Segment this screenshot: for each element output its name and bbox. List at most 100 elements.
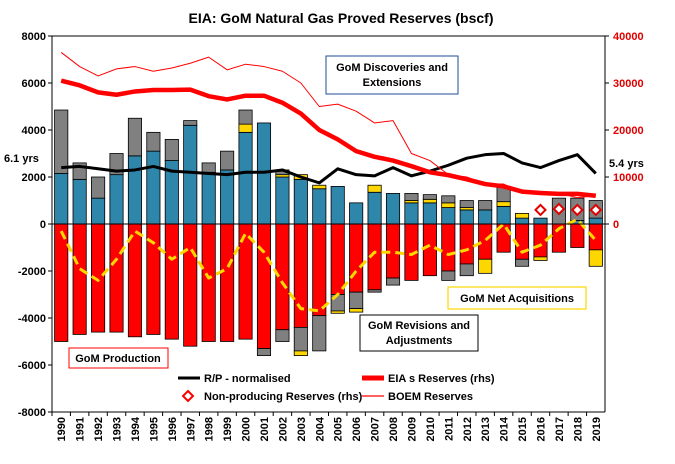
bar-gom-production-1999 xyxy=(220,223,235,342)
legend-layer: R/P - normalised EIA s Reserves (rhs) Non-… xyxy=(172,368,532,405)
bar-gom-production-1997 xyxy=(183,223,198,347)
x-tick-label: 1991 xyxy=(75,417,87,441)
annotation-box-revisions xyxy=(359,314,479,352)
annotation-box-acquisitions xyxy=(447,286,587,310)
x-tick-label: 1990 xyxy=(56,417,68,441)
bar-gom-net-acquisitions-2015 xyxy=(515,213,530,219)
legend-label: R/P - normalised xyxy=(204,373,291,385)
bar-gom-production-1994 xyxy=(127,223,142,338)
axes-layer: -8000 -6000 -4000 -2000 0 2000 4000 6000 8000 0 10… xyxy=(18,31,644,441)
bar-gom-production-2003 xyxy=(293,223,308,328)
annotation-left-yrs: 6.1 yrs xyxy=(4,153,39,165)
x-tick-label: 2008 xyxy=(388,417,400,441)
bar-upward-revisions-1996 xyxy=(164,138,179,161)
left-tick-label: 2000 xyxy=(22,172,46,184)
bar-gom-discoveries-and-extensions-1995 xyxy=(146,150,161,225)
x-tick-label: 2000 xyxy=(241,417,253,441)
line-boem-reserves xyxy=(60,52,596,199)
bar-upward-revisions-1990 xyxy=(54,109,69,174)
bar-gom-net-acquisitions-2014 xyxy=(496,201,511,207)
annotation-revisions-line2: Adjustments xyxy=(386,335,453,347)
marker-non-producing-2018 xyxy=(570,203,584,217)
left-tick-label: 0 xyxy=(40,219,46,231)
bar-gom-discoveries-and-extensions-2015 xyxy=(515,217,530,225)
bar-gom-revisions-and-adjustments-2008 xyxy=(385,277,401,286)
x-tick-label: 2010 xyxy=(425,417,437,441)
bar-gom-discoveries-and-extensions-2006 xyxy=(349,202,364,225)
annotation-box-production xyxy=(68,347,169,369)
x-tick-label: 2018 xyxy=(572,417,584,441)
bar-gom-discoveries-and-extensions-1990 xyxy=(54,173,69,225)
bar-upward-revisions-1997 xyxy=(183,120,198,126)
bar-gom-discoveries-and-extensions-2000 xyxy=(238,131,253,225)
bars-layer xyxy=(54,109,603,356)
chart-title: EIA: GoM Natural Gas Proved Reserves (bs… xyxy=(189,10,494,26)
legend-background xyxy=(172,368,532,405)
right-tick-label: 0 xyxy=(613,219,619,231)
bar-negative-net-acquisitions-2019 xyxy=(588,249,603,267)
x-tick-label: 2014 xyxy=(499,416,511,441)
bar-gom-production-2011 xyxy=(441,223,456,272)
x-tick-label: 2012 xyxy=(462,417,474,441)
bar-gom-discoveries-and-extensions-2009 xyxy=(404,202,419,225)
bar-upward-revisions-1994 xyxy=(127,117,142,157)
bar-gom-production-2018 xyxy=(570,223,585,248)
x-tick-label: 2019 xyxy=(591,417,603,441)
x-tick-label: 1995 xyxy=(148,417,160,441)
bar-gom-revisions-and-adjustments-2006 xyxy=(349,291,364,309)
legend-swatch xyxy=(181,389,195,403)
x-tick-label: 2017 xyxy=(554,417,566,441)
bar-gom-revisions-and-adjustments-2015 xyxy=(515,258,530,267)
annotation-revisions-line1: GoM Revisions and xyxy=(368,320,470,332)
bar-gom-discoveries-and-extensions-1991 xyxy=(72,178,87,225)
bar-gom-production-2006 xyxy=(349,223,364,293)
bar-gom-revisions-and-adjustments-2007 xyxy=(367,289,382,293)
x-tick-label: 2011 xyxy=(443,417,455,441)
bar-gom-net-acquisitions-2011 xyxy=(441,202,456,208)
right-tick-label: 20000 xyxy=(613,125,644,137)
left-tick-label: 6000 xyxy=(22,78,46,90)
x-tick-label: 2003 xyxy=(296,417,308,441)
x-tick-label: 2015 xyxy=(517,417,529,441)
left-tick-label: -8000 xyxy=(18,407,46,419)
right-tick-label: 10000 xyxy=(613,172,644,184)
bar-gom-discoveries-and-extensions-2003 xyxy=(293,178,308,225)
bar-negative-net-acquisitions-2016 xyxy=(533,256,548,261)
line-r-p-normalised xyxy=(61,152,597,185)
x-tick-label: 1994 xyxy=(130,416,142,441)
left-tick-label: 4000 xyxy=(22,125,46,137)
bar-gom-production-2010 xyxy=(422,223,437,277)
bar-gom-production-1991 xyxy=(72,223,87,335)
line-net-change-dashed- xyxy=(59,217,597,313)
bar-gom-discoveries-and-extensions-2010 xyxy=(422,202,437,225)
bar-gom-revisions-and-adjustments-2003 xyxy=(293,326,308,352)
left-tick-label: -2000 xyxy=(18,266,46,278)
bar-gom-discoveries-and-extensions-2005 xyxy=(330,185,345,225)
bar-gom-revisions-and-adjustments-2011 xyxy=(441,270,456,281)
lines-layer xyxy=(59,52,603,313)
bar-gom-discoveries-and-extensions-2002 xyxy=(275,176,290,225)
bar-gom-net-acquisitions-2010 xyxy=(422,198,437,204)
bar-negative-net-acquisitions-2005 xyxy=(330,310,345,314)
bar-upward-revisions-2012 xyxy=(459,200,474,208)
bar-gom-discoveries-and-extensions-1999 xyxy=(220,169,235,225)
bar-upward-revisions-1995 xyxy=(146,131,161,152)
bar-gom-production-1996 xyxy=(164,223,179,340)
bar-gom-production-1993 xyxy=(109,223,124,333)
bar-gom-discoveries-and-extensions-2019 xyxy=(588,217,603,225)
right-tick-label: 40000 xyxy=(613,31,644,43)
x-tick-label: 2007 xyxy=(370,417,382,441)
bar-gom-revisions-and-adjustments-2004 xyxy=(312,315,327,352)
bar-gom-discoveries-and-extensions-1994 xyxy=(127,155,142,225)
bar-gom-production-2001 xyxy=(256,223,272,349)
bar-gom-net-acquisitions-2000 xyxy=(238,123,253,133)
bar-gom-net-acquisitions-2004 xyxy=(312,184,327,190)
bar-gom-discoveries-and-extensions-2013 xyxy=(478,209,493,225)
bar-gom-production-2004 xyxy=(312,223,327,317)
legend-label: Non-producing Reserves (rhs) xyxy=(204,391,363,403)
bar-gom-revisions-and-adjustments-2012 xyxy=(459,263,474,277)
annotation-production: GoM Production xyxy=(75,353,161,365)
bar-gom-discoveries-and-extensions-1998 xyxy=(201,171,216,225)
x-tick-label: 2001 xyxy=(259,417,271,441)
bar-upward-revisions-1999 xyxy=(220,150,235,171)
